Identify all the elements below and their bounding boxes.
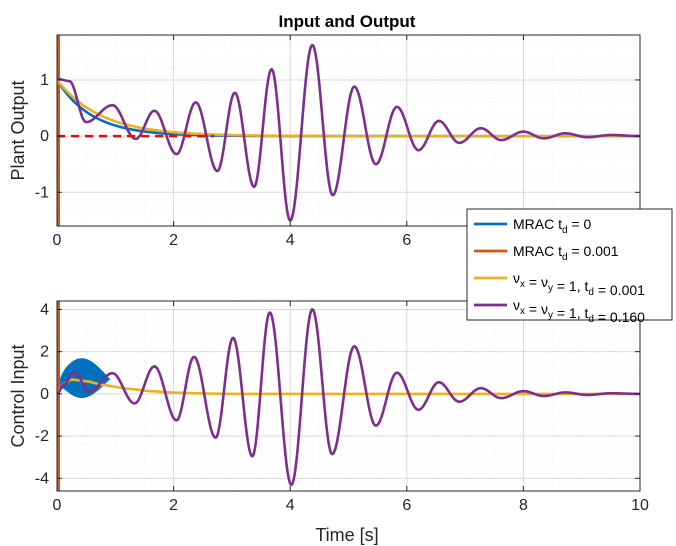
x-tick-label: 4 [286,497,295,514]
legend-label: νx = νy = 1, td = 0.160 [513,297,645,325]
figure-title: Input and Output [279,12,416,31]
x-tick-label: 2 [169,497,178,514]
series--x-y-1-t-d-0-001 [57,378,640,396]
legend-label: νx = νy = 1, td = 0.001 [513,270,645,298]
x-axis-label: Time [s] [315,525,378,545]
axes-frame [56,300,641,492]
x-tick-label: 8 [519,497,528,514]
series--x-y-1-t-d-0-001 [57,79,640,138]
legend: MRAC td = 0 MRAC td = 0.001 νx = νy = 1, t… [466,208,673,325]
y-axis-label: Plant Output [8,80,28,180]
legend-box [466,208,673,321]
legend-label: MRAC td = 0.001 [513,243,619,263]
series--x-y-1-t-d-0-160 [57,308,640,486]
y-tick-label: 1 [40,72,49,89]
x-tick-label: 0 [53,497,62,514]
y-tick-label: -4 [35,470,49,487]
series-group [57,301,640,491]
x-tick-label: 6 [402,232,411,249]
series--x-y-1-t-d-0-160 [57,43,640,222]
series-group [57,35,640,226]
y-tick-label: 2 [40,344,49,361]
control-input-axes: 0 2 4 6 8 10 -4 -2 0 2 4 Control Input [8,300,649,514]
y-tick-label: -2 [35,428,49,445]
legend-label: MRAC td = 0 [513,216,592,236]
y-tick-label: 0 [40,386,49,403]
y-axis-label: Control Input [8,344,28,447]
y-tick-label: -1 [35,184,49,201]
x-tick-label: 2 [169,232,178,249]
x-tick-label: 0 [53,232,62,249]
axes-frame [56,34,641,227]
y-tick-label: 4 [40,301,49,318]
y-tick-label: 0 [40,128,49,145]
x-tick-label: 4 [286,232,295,249]
x-tick-label: 6 [402,497,411,514]
x-tick-label: 10 [631,497,649,514]
